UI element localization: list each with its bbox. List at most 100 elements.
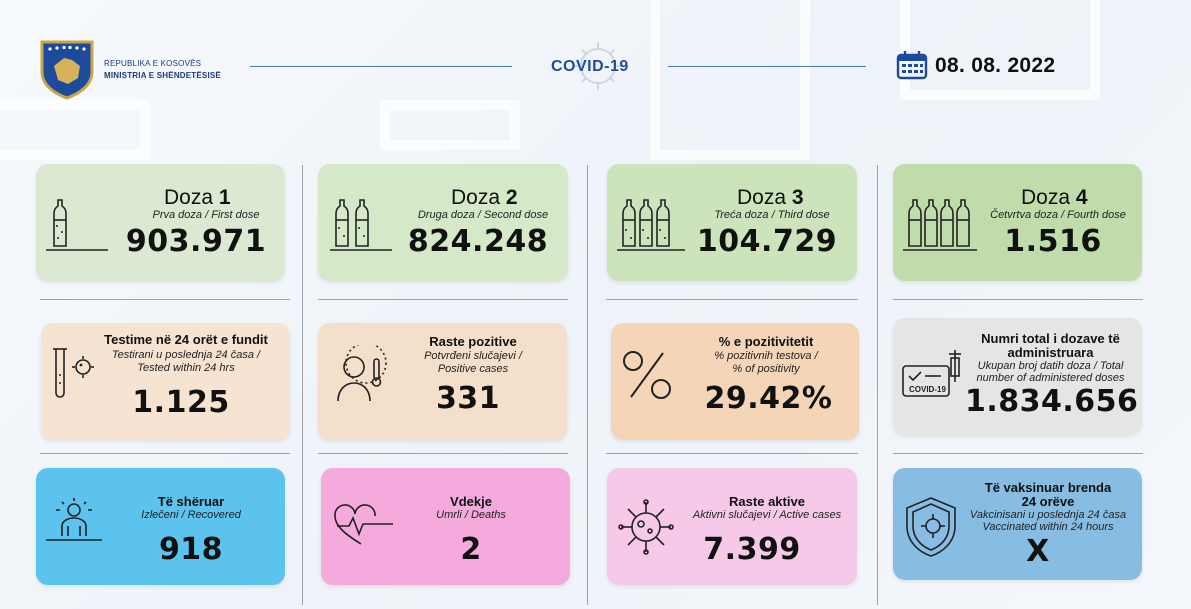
active-cases-title: Raste aktive [729, 494, 805, 509]
dose-label: Doza [451, 186, 501, 209]
positivity-title: % e pozitivitetit [718, 334, 814, 349]
vaccinated-24h-card: Të vaksinuar brenda 24 orëve Vakcinisani… [893, 468, 1142, 580]
active-cases-card: Raste aktive Aktivni slučajevi / Active … [607, 468, 857, 585]
row-divider [893, 453, 1143, 454]
background-decoration [0, 100, 150, 160]
ministry-line-2: MINISTRIA E SHËNDETËSISË [104, 71, 221, 80]
dose-1-card: Doza 1 Prva doza / First dose 903.971 [36, 164, 285, 281]
column-divider [877, 165, 878, 605]
dose-3-card: Doza 3 Treća doza / Third dose 104.729 [607, 164, 857, 281]
row-divider [40, 299, 290, 300]
kosovo-emblem-icon [40, 40, 94, 100]
dose-4-card: Doza 4 Četvrtva doza / Fourth dose 1.516 [893, 164, 1142, 281]
positive-cases-card: Raste pozitive Potvrđeni slučajevi / Pos… [318, 323, 567, 440]
test-tube-icon [53, 348, 94, 398]
vial-2-icon [330, 199, 392, 251]
dose-1-subtitle: Prva doza / First dose [152, 209, 260, 221]
dose-number: 4 [1075, 186, 1088, 209]
percent-icon [623, 351, 671, 399]
positive-cases-value: 331 [435, 381, 501, 416]
total-doses-subtitle-1: Ukupan broj datih doza / Total [977, 360, 1124, 372]
dose-3-subtitle: Treća doza / Third dose [714, 209, 830, 221]
positive-cases-subtitle-1: Potvrđeni slučajevi / [424, 350, 522, 362]
dose-3-value: 104.729 [696, 224, 838, 259]
vaccinated-24h-subtitle-1: Vakcinisani u poslednja 24 časa [969, 509, 1127, 521]
row-divider [893, 299, 1143, 300]
background-decoration [380, 100, 520, 150]
dose-3-title: Doza 3 [737, 186, 804, 210]
report-date: 08. 08. 2022 [935, 54, 1056, 77]
tests-title: Testime në 24 orët e fundit [104, 332, 268, 347]
recovered-title: Të shëruar [157, 494, 225, 509]
heartbeat-icon [334, 504, 393, 545]
positive-cases-title: Raste pozitive [429, 334, 517, 349]
certificate-icon-text: COVID-19 [909, 385, 946, 394]
active-cases-value: 7.399 [703, 532, 801, 567]
dose-number: 2 [505, 186, 518, 209]
recovered-card: Të shëruar Izlečeni / Recovered 918 [36, 468, 285, 585]
shield-virus-icon [906, 497, 956, 557]
dose-label: Doza [737, 186, 787, 209]
vial-4-icon [903, 199, 977, 251]
background-decoration [650, 0, 810, 160]
row-divider [318, 453, 568, 454]
total-doses-title-2: administruara [1007, 345, 1094, 360]
vial-1-icon [46, 199, 108, 251]
column-divider [302, 165, 303, 605]
positivity-subtitle-1: % pozitivnih testova / [714, 350, 818, 362]
row-divider [606, 299, 858, 300]
row-divider [40, 453, 290, 454]
dose-label: Doza [164, 186, 214, 209]
vaccinated-24h-subtitle-2: Vaccinated within 24 hours [982, 521, 1114, 533]
positive-cases-subtitle-2: Positive cases [437, 363, 509, 375]
covid-certificate-icon: COVID-19 [902, 350, 961, 397]
dose-number: 3 [791, 186, 804, 209]
total-doses-card: COVID-19 Numri total i dozave të adminis… [893, 318, 1142, 435]
deaths-card: Vdekje Umrli / Deaths 2 [321, 468, 570, 585]
dose-1-value: 903.971 [125, 224, 267, 259]
recovered-value: 918 [158, 532, 224, 567]
deaths-subtitle: Umrli / Deaths [436, 509, 506, 521]
row-divider [606, 453, 858, 454]
header-divider [250, 66, 512, 67]
calendar-icon [896, 51, 928, 80]
dose-4-subtitle: Četvrtva doza / Fourth dose [990, 209, 1126, 221]
recovered-subtitle: Izlečeni / Recovered [141, 509, 241, 521]
vaccinated-24h-value: X [1026, 534, 1050, 569]
dose-4-value: 1.516 [1004, 224, 1102, 259]
background-decoration [900, 0, 1100, 100]
dose-number: 1 [218, 186, 231, 209]
positivity-value: 29.42% [704, 381, 833, 416]
dose-4-title: Doza 4 [1021, 186, 1088, 210]
dose-2-subtitle: Druga doza / Second dose [417, 209, 549, 221]
ministry-name: REPUBLIKA E KOSOVËS MINISTRIA E SHËNDETË… [104, 58, 221, 82]
header-divider [668, 66, 866, 67]
positivity-card: % e pozitivitetit % pozitivnih testova /… [611, 323, 859, 440]
dose-label: Doza [1021, 186, 1071, 209]
ministry-line-1: REPUBLIKA E KOSOVËS [104, 59, 202, 68]
positivity-subtitle-2: % of positivity [732, 363, 800, 375]
dose-1-title: Doza 1 [164, 186, 231, 210]
deaths-title: Vdekje [450, 494, 492, 509]
active-cases-subtitle: Aktivni slučajevi / Active cases [692, 509, 842, 521]
dose-2-value: 824.248 [407, 224, 549, 259]
tests-card: Testime në 24 orët e fundit Testirani u … [41, 323, 290, 440]
virus-logo-icon [575, 42, 621, 90]
covid-title: COVID-19 [551, 58, 629, 75]
vial-3-icon [617, 199, 685, 251]
row-divider [318, 299, 568, 300]
recovered-icon [46, 498, 102, 541]
dose-2-card: Doza 2 Druga doza / Second dose 824.248 [318, 164, 568, 281]
total-doses-subtitle-2: number of administered doses [976, 372, 1125, 384]
tests-subtitle-2: Tested within 24 hrs [137, 362, 235, 374]
tests-value: 1.125 [132, 385, 230, 420]
tests-subtitle-1: Testirani u poslednja 24 časa / [111, 349, 261, 361]
total-doses-value: 1.834.656 [965, 384, 1139, 419]
vaccinated-24h-title-1: Të vaksinuar brenda [984, 480, 1112, 495]
dose-2-title: Doza 2 [451, 186, 518, 210]
total-doses-title-1: Numri total i dozave të [981, 331, 1120, 346]
virus-icon [618, 499, 674, 555]
sick-person-icon [337, 345, 387, 402]
column-divider [587, 165, 588, 605]
deaths-value: 2 [460, 532, 482, 567]
